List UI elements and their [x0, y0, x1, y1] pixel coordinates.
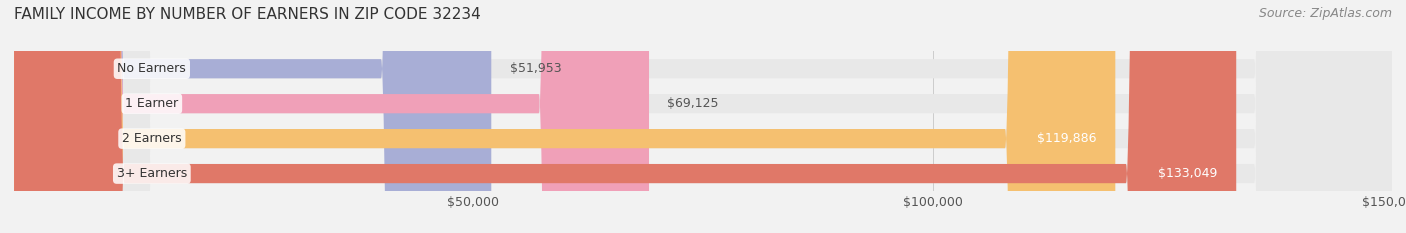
Text: 1 Earner: 1 Earner: [125, 97, 179, 110]
Text: Source: ZipAtlas.com: Source: ZipAtlas.com: [1258, 7, 1392, 20]
Text: No Earners: No Earners: [118, 62, 186, 75]
Text: $51,953: $51,953: [509, 62, 561, 75]
Text: $69,125: $69,125: [668, 97, 718, 110]
Text: $119,886: $119,886: [1038, 132, 1097, 145]
Text: FAMILY INCOME BY NUMBER OF EARNERS IN ZIP CODE 32234: FAMILY INCOME BY NUMBER OF EARNERS IN ZI…: [14, 7, 481, 22]
FancyBboxPatch shape: [14, 0, 1392, 233]
FancyBboxPatch shape: [14, 0, 1236, 233]
FancyBboxPatch shape: [14, 0, 1115, 233]
FancyBboxPatch shape: [14, 0, 1392, 233]
FancyBboxPatch shape: [14, 0, 1392, 233]
Text: 3+ Earners: 3+ Earners: [117, 167, 187, 180]
FancyBboxPatch shape: [14, 0, 1392, 233]
FancyBboxPatch shape: [14, 0, 491, 233]
FancyBboxPatch shape: [14, 0, 650, 233]
Text: 2 Earners: 2 Earners: [122, 132, 181, 145]
Text: $133,049: $133,049: [1159, 167, 1218, 180]
